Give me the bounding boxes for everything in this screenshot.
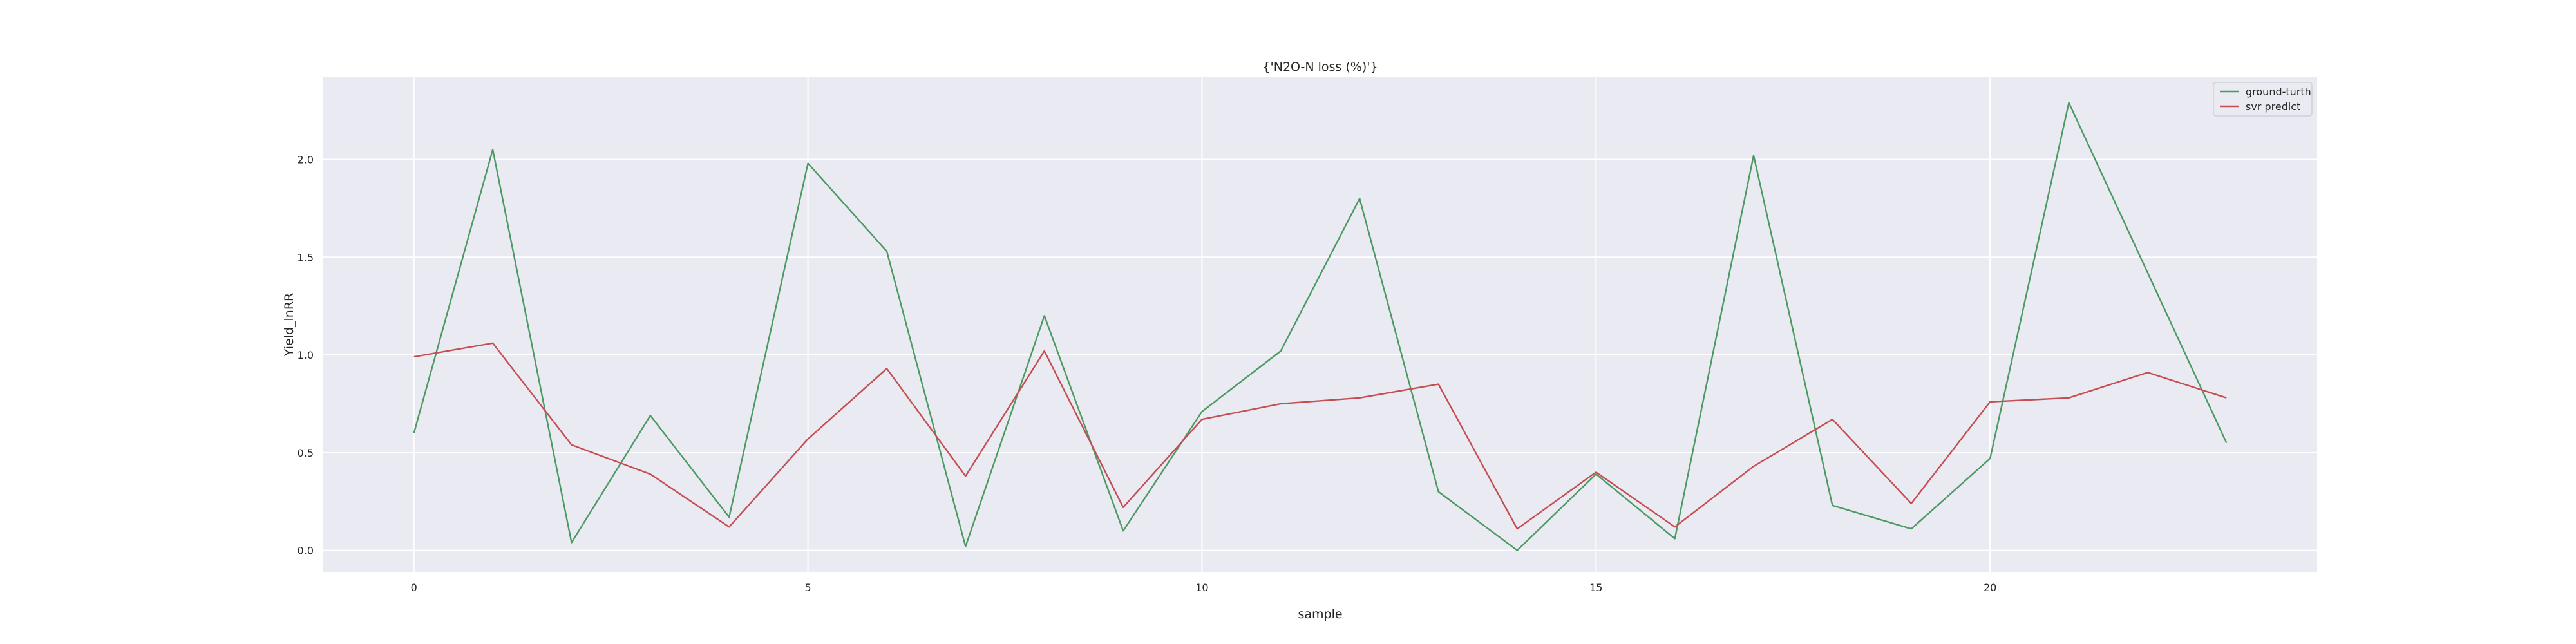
x-tick-label: 0	[411, 582, 417, 594]
x-axis-label: sample	[1298, 607, 1342, 621]
legend-label-ground-turth: ground-turth	[2246, 86, 2311, 98]
series-line-ground-turth	[413, 102, 2228, 551]
x-tick-label: 20	[1984, 582, 1996, 594]
y-tick-label: 2.0	[298, 153, 314, 166]
y-tick-label: 1.5	[298, 251, 314, 263]
series-lines	[413, 102, 2228, 551]
legend: ground-turth svr predict	[2213, 82, 2313, 117]
x-tick-label: 15	[1589, 582, 1602, 594]
grid-lines	[323, 77, 2317, 572]
x-tick-label: 5	[804, 582, 811, 594]
series-line-svr-predict	[413, 342, 2227, 530]
legend-label-svr-predict: svr predict	[2246, 100, 2300, 113]
y-axis-label: Yield_lnRR	[282, 293, 296, 357]
chart-title: {'N2O-N loss (%)'}	[1262, 60, 1378, 74]
x-tick-label: 10	[1195, 582, 1208, 594]
y-tick-label: 0.5	[298, 447, 314, 459]
y-tick-label: 1.0	[298, 349, 314, 361]
y-tick-label: 0.0	[298, 545, 314, 557]
tick-labels: 0 5 10 15 20 0.0 0.5 1.0 1.5 2.0	[298, 153, 1997, 594]
plot-area	[323, 77, 2317, 572]
